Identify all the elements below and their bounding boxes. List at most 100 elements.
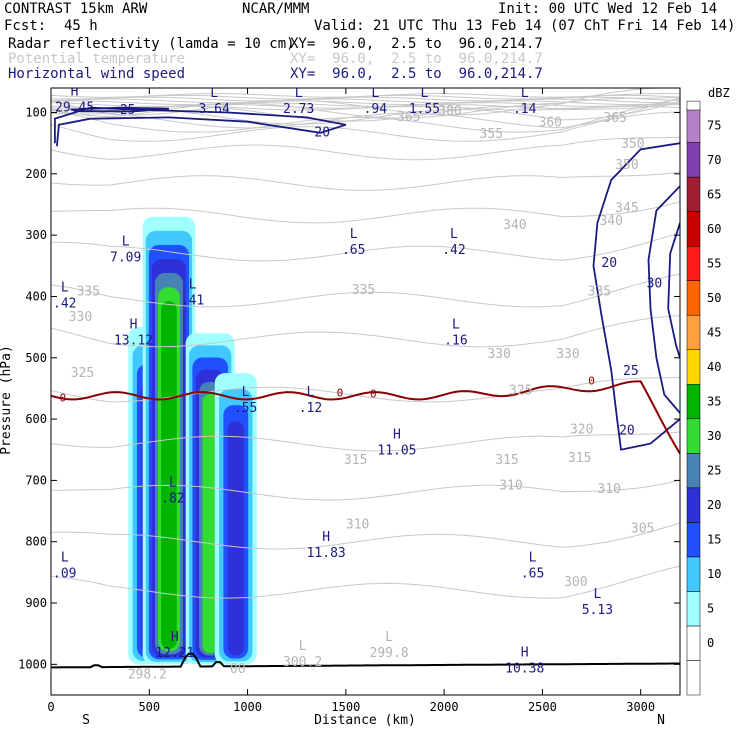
colorbar-label-20: 20	[707, 498, 721, 512]
theta-label-6: 350	[615, 158, 638, 173]
colorbar-label-0: 0	[707, 636, 714, 650]
colorbar-label-50: 50	[707, 291, 721, 305]
center-type-1: L	[210, 86, 218, 101]
y-tick-label-600: 600	[25, 412, 47, 426]
zero-contour-line	[51, 380, 680, 455]
wind-contour-north-25	[647, 185, 680, 414]
center-value-23: 299.8	[370, 646, 409, 661]
colorbar-swatch-45	[686, 314, 701, 350]
center-type-4: L	[421, 86, 429, 101]
y-tick-label-1000: 1000	[18, 657, 47, 671]
center-value-1: 3.64	[198, 102, 229, 117]
theta-label-23: 310	[597, 482, 620, 497]
zero-label-0: 0	[59, 392, 66, 405]
theta-contour-325	[51, 315, 680, 348]
y-tick-label-100: 100	[25, 106, 47, 120]
wind-label-1: 20	[314, 126, 330, 141]
terrain-line-path	[51, 652, 680, 669]
center-value-9: .42	[53, 297, 76, 312]
colorbar-label-70: 70	[707, 153, 721, 167]
wind-label-4: 25	[623, 364, 639, 379]
center-value-25: 298.2	[128, 667, 167, 682]
theta-contour-345	[51, 171, 680, 191]
theta-label-26: 300	[564, 575, 587, 590]
field-xy-theta: XY= 96.0, 2.5 to 96.0,214.7	[290, 51, 543, 67]
wind-label-2: 20	[601, 256, 617, 271]
y-tick-label-800: 800	[25, 535, 47, 549]
zero-label-1: 0	[337, 387, 344, 400]
wind-contour-jet-20	[54, 106, 347, 147]
center-type-14: L	[307, 385, 315, 400]
theta-label-14: 330	[487, 347, 510, 362]
zero-label-2: 0	[370, 387, 377, 400]
center-value-14: .12	[299, 401, 322, 416]
colorbar-swatch-70	[686, 142, 701, 178]
center-type-13: L	[242, 385, 250, 400]
center-type-10: L	[189, 277, 197, 292]
colorbar-label-40: 40	[707, 360, 721, 374]
theta-contour-300	[51, 565, 680, 599]
theta-label-7: 345	[615, 201, 638, 216]
theta-label-16: 325	[71, 366, 94, 381]
theta-contour-upper-4	[51, 100, 680, 106]
colorbar-swatch-60	[686, 211, 701, 247]
colorbar-swatch-75	[686, 107, 701, 143]
colorbar-swatch-0	[686, 625, 701, 661]
center-type-3: L	[371, 86, 379, 101]
forecast-hour: 45 h	[64, 18, 98, 34]
center-value-16: .82	[161, 492, 184, 507]
y-tick-label-400: 400	[25, 289, 47, 303]
center-value-20: 5.13	[582, 603, 613, 618]
center-value-4: 1.55	[409, 102, 440, 117]
valid-time: Valid: 21 UTC Thu 13 Feb 14 (07 ChT Fri …	[314, 18, 736, 34]
theta-label-13: 330	[69, 310, 92, 325]
colorbar-label-30: 30	[707, 429, 721, 443]
theta-label-19: 315	[344, 453, 367, 468]
center-value-10: .41	[181, 293, 204, 308]
field-xy-reflectivity: XY= 96.0, 2.5 to 96.0,214.7	[290, 36, 543, 52]
x-tick-label-1000: 1000	[233, 700, 262, 714]
model-title: CONTRAST 15km ARW	[4, 1, 148, 17]
x-tick-label-0: 0	[47, 700, 54, 714]
center-type-2: L	[295, 86, 303, 101]
reflectivity-cell-3-20dbz	[227, 421, 244, 656]
x-end-label-north: N	[657, 713, 665, 728]
center-value-3: .94	[364, 102, 388, 117]
center-value-13: .55	[234, 401, 257, 416]
center-value-11: 13.12	[114, 333, 153, 348]
colorbar-unit: dBZ	[708, 86, 730, 100]
center-type-7: L	[350, 227, 358, 242]
center-type-17: H	[322, 530, 330, 545]
center-value-2: 2.73	[283, 102, 314, 117]
theta-label-10: 335	[352, 283, 375, 298]
colorbar-label-45: 45	[707, 325, 721, 339]
colorbar-label-15: 15	[707, 533, 721, 547]
theta-contour-350	[51, 136, 680, 161]
center-type-19: L	[529, 550, 537, 565]
theta-label-24: 310	[346, 517, 369, 532]
wind-contour-north-20	[592, 142, 680, 451]
wind-contour-jet-25	[70, 106, 169, 113]
theta-label-11: 335	[588, 284, 611, 299]
center-type-23: L	[385, 630, 393, 645]
colorbar-swatch-5	[686, 591, 701, 627]
center-value-0: 29.45	[55, 100, 94, 115]
colorbar-swatch-40	[686, 349, 701, 385]
center-value-12: .16	[444, 333, 467, 348]
center-value-26: 00	[230, 662, 246, 677]
center-type-18: L	[61, 550, 69, 565]
colorbar-swatch-65	[686, 176, 701, 212]
terrain-line	[51, 652, 680, 669]
colorbar-label-5: 5	[707, 602, 714, 616]
theta-contour-355	[51, 111, 680, 142]
center-type-22: L	[299, 639, 307, 654]
zero-label-3: 0	[588, 374, 595, 387]
colorbar-label-25: 25	[707, 464, 721, 478]
x-tick-label-2500: 2500	[528, 700, 557, 714]
reflectivity-cell-2-30dbz	[202, 393, 218, 654]
theta-contour-340	[51, 201, 680, 224]
x-end-label-south: S	[82, 713, 90, 728]
center-type-21: H	[171, 630, 179, 645]
